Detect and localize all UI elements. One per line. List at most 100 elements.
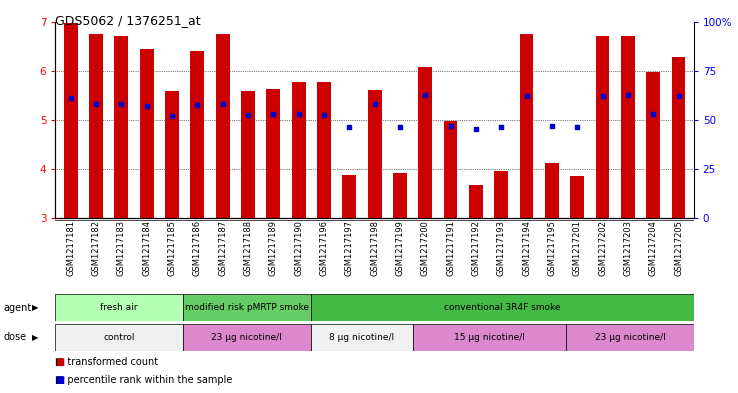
Text: GSM1217200: GSM1217200 xyxy=(421,220,430,276)
Text: GSM1217191: GSM1217191 xyxy=(446,220,455,276)
Text: modified risk pMRTP smoke: modified risk pMRTP smoke xyxy=(184,303,309,312)
Text: GSM1217189: GSM1217189 xyxy=(269,220,277,276)
Text: ▶: ▶ xyxy=(32,333,38,342)
Bar xyxy=(646,72,661,218)
Bar xyxy=(63,22,77,218)
Text: ■: ■ xyxy=(55,375,65,385)
Point xyxy=(394,124,406,130)
Text: GSM1217205: GSM1217205 xyxy=(674,220,683,276)
Point xyxy=(191,102,203,108)
Text: GDS5062 / 1376251_at: GDS5062 / 1376251_at xyxy=(55,14,201,27)
Bar xyxy=(190,51,204,218)
Bar xyxy=(183,294,311,321)
Bar xyxy=(139,49,154,218)
Text: GSM1217185: GSM1217185 xyxy=(168,220,176,276)
Text: ■ percentile rank within the sample: ■ percentile rank within the sample xyxy=(55,375,232,385)
Bar xyxy=(393,173,407,218)
Text: GSM1217194: GSM1217194 xyxy=(522,220,531,276)
Point xyxy=(672,93,684,99)
Text: GSM1217195: GSM1217195 xyxy=(548,220,556,276)
Point xyxy=(65,95,77,101)
Bar xyxy=(566,324,694,351)
Text: control: control xyxy=(103,333,135,342)
Point xyxy=(368,101,380,107)
Bar xyxy=(55,324,183,351)
Bar xyxy=(621,36,635,218)
Text: 15 μg nicotine/l: 15 μg nicotine/l xyxy=(454,333,525,342)
Text: GSM1217203: GSM1217203 xyxy=(624,220,632,276)
Text: GSM1217184: GSM1217184 xyxy=(142,220,151,276)
Text: GSM1217182: GSM1217182 xyxy=(92,220,100,276)
Point xyxy=(141,103,153,109)
Point xyxy=(217,101,229,107)
Text: ■ transformed count: ■ transformed count xyxy=(55,358,159,367)
Bar xyxy=(545,163,559,218)
Text: ■: ■ xyxy=(55,358,65,367)
Text: GSM1217197: GSM1217197 xyxy=(345,220,354,276)
Text: agent: agent xyxy=(4,303,32,313)
Bar xyxy=(114,36,128,218)
Text: GSM1217188: GSM1217188 xyxy=(244,220,252,276)
Point xyxy=(546,123,558,129)
Point xyxy=(444,123,456,129)
Bar xyxy=(183,324,311,351)
Bar xyxy=(89,34,103,218)
Text: GSM1217193: GSM1217193 xyxy=(497,220,506,276)
Bar xyxy=(413,324,566,351)
Bar xyxy=(444,121,458,218)
Bar xyxy=(342,175,356,218)
Bar xyxy=(494,171,508,218)
Point xyxy=(571,124,583,130)
Point xyxy=(495,124,507,130)
Text: GSM1217183: GSM1217183 xyxy=(117,220,125,276)
Point xyxy=(343,124,355,130)
Text: 8 μg nicotine/l: 8 μg nicotine/l xyxy=(329,333,394,342)
Point xyxy=(647,111,659,117)
Point xyxy=(520,93,532,99)
Point xyxy=(318,112,330,118)
Bar xyxy=(292,81,306,218)
Bar xyxy=(520,34,534,218)
Point xyxy=(622,92,634,98)
Bar xyxy=(672,57,686,218)
Point xyxy=(166,113,178,119)
Point xyxy=(470,125,482,132)
Text: GSM1217181: GSM1217181 xyxy=(66,220,75,276)
Bar xyxy=(570,176,584,218)
Bar xyxy=(596,36,610,218)
Point xyxy=(90,101,102,107)
Bar xyxy=(418,67,432,218)
Point xyxy=(419,92,431,98)
Bar xyxy=(368,90,382,218)
Point xyxy=(596,93,608,99)
Text: conventional 3R4F smoke: conventional 3R4F smoke xyxy=(444,303,560,312)
Bar xyxy=(165,91,179,218)
Bar xyxy=(317,81,331,218)
Text: 23 μg nicotine/l: 23 μg nicotine/l xyxy=(595,333,665,342)
Text: dose: dose xyxy=(4,332,27,342)
Point xyxy=(242,112,254,118)
Point xyxy=(293,111,305,117)
Text: 23 μg nicotine/l: 23 μg nicotine/l xyxy=(212,333,282,342)
Bar xyxy=(55,294,183,321)
Text: ▶: ▶ xyxy=(32,303,38,312)
Bar xyxy=(469,185,483,218)
Text: GSM1217201: GSM1217201 xyxy=(573,220,582,276)
Bar xyxy=(311,294,694,321)
Text: GSM1217187: GSM1217187 xyxy=(218,220,227,276)
Text: GSM1217199: GSM1217199 xyxy=(396,220,404,276)
Text: GSM1217186: GSM1217186 xyxy=(193,220,201,276)
Bar xyxy=(241,91,255,218)
Text: GSM1217190: GSM1217190 xyxy=(294,220,303,276)
Text: fresh air: fresh air xyxy=(100,303,138,312)
Point xyxy=(115,101,127,107)
Point xyxy=(267,111,279,117)
Bar xyxy=(311,324,413,351)
Text: GSM1217192: GSM1217192 xyxy=(472,220,480,276)
Bar xyxy=(215,34,230,218)
Text: GSM1217202: GSM1217202 xyxy=(598,220,607,276)
Bar xyxy=(266,89,280,218)
Text: GSM1217198: GSM1217198 xyxy=(370,220,379,276)
Text: GSM1217204: GSM1217204 xyxy=(649,220,658,276)
Text: GSM1217196: GSM1217196 xyxy=(320,220,328,276)
